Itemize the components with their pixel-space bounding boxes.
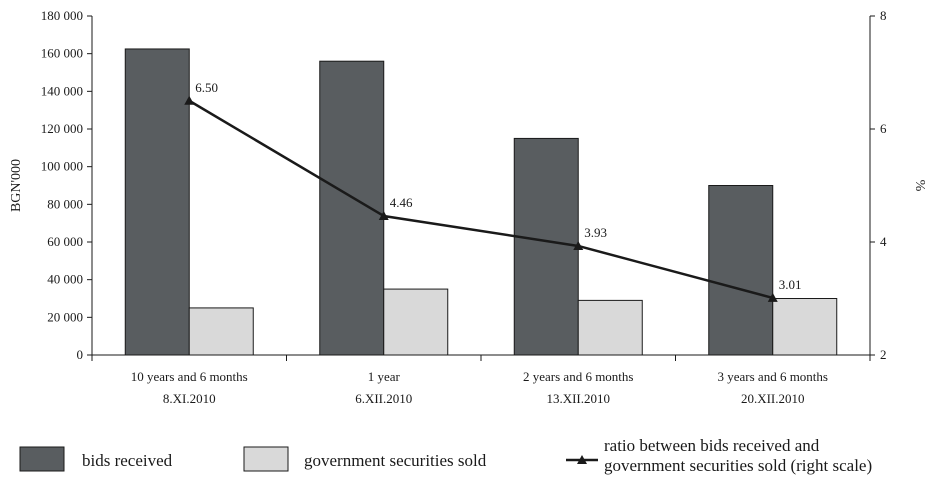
legend-swatch-bids-received xyxy=(19,446,65,472)
right-tick-label: 4 xyxy=(880,234,887,249)
right-tick-label: 8 xyxy=(880,8,887,23)
left-tick-label: 60 000 xyxy=(47,234,83,249)
category-label: 2 years and 6 months xyxy=(523,369,633,384)
right-tick-label: 6 xyxy=(880,121,887,136)
ratio-point-4 xyxy=(767,292,778,302)
ratio-data-label: 6.50 xyxy=(195,80,218,95)
bar-bids-received-2 xyxy=(319,60,385,356)
bar-securities-sold-4 xyxy=(772,298,838,356)
left-tick-label: 120 000 xyxy=(41,121,83,136)
left-axis-title: BGN'000 xyxy=(9,159,24,212)
category-date-label: 6.XII.2010 xyxy=(355,391,412,406)
legend-swatch-ratio-marker xyxy=(577,455,587,464)
right-tick-label: 2 xyxy=(880,347,887,362)
category-date-label: 13.XII.2010 xyxy=(546,391,610,406)
left-tick-label: 160 000 xyxy=(41,46,83,61)
left-tick-label: 100 000 xyxy=(41,159,83,174)
left-tick-label: 80 000 xyxy=(47,196,83,211)
left-tick-label: 180 000 xyxy=(41,8,83,23)
ratio-line xyxy=(188,99,774,300)
left-tick-label: 40 000 xyxy=(47,272,83,287)
category-label: 3 years and 6 months xyxy=(718,369,828,384)
ratio-data-label: 4.46 xyxy=(390,195,413,210)
category-label: 10 years and 6 months xyxy=(131,369,248,384)
category-date-label: 8.XI.2010 xyxy=(163,391,216,406)
legend-label-securities-sold: government securities sold xyxy=(304,451,487,470)
bar-bids-received-1 xyxy=(124,48,190,356)
ratio-data-label: 3.93 xyxy=(584,225,607,240)
ratio-data-label: 3.01 xyxy=(779,277,802,292)
category-date-label: 20.XII.2010 xyxy=(741,391,805,406)
ratio-point-2 xyxy=(378,211,389,221)
left-tick-label: 20 000 xyxy=(47,309,83,324)
ratio-point-3 xyxy=(573,240,584,250)
bar-bids-received-4 xyxy=(708,185,774,356)
legend-label-ratio-line1: ratio between bids received and xyxy=(604,436,820,455)
ratio-point-1 xyxy=(184,95,195,105)
bar-securities-sold-1 xyxy=(188,307,254,356)
bar-bids-received-3 xyxy=(513,137,579,356)
legend-swatch-securities-sold xyxy=(243,446,289,472)
right-axis-title: % xyxy=(912,180,925,192)
left-tick-label: 140 000 xyxy=(41,83,83,98)
legend-label-ratio-line2: government securities sold (right scale) xyxy=(604,456,872,475)
left-tick-label: 0 xyxy=(77,347,84,362)
legend-label-bids-received: bids received xyxy=(82,451,173,470)
bar-securities-sold-2 xyxy=(383,288,449,356)
bar-securities-sold-3 xyxy=(577,299,643,356)
category-label: 1 year xyxy=(368,369,401,384)
